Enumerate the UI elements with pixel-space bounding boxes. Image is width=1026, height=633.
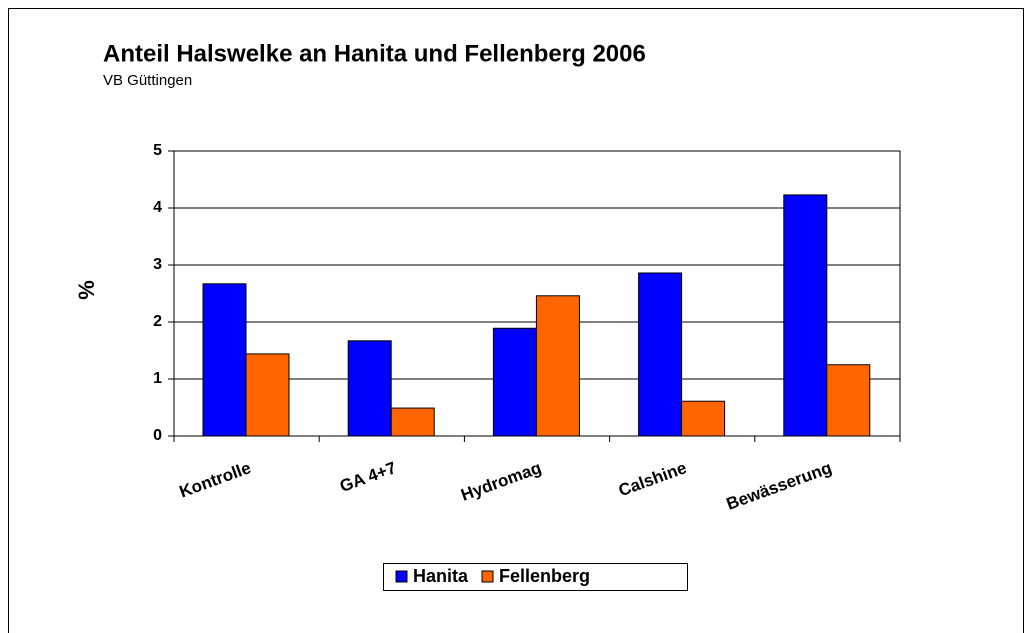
y-tick-label: 1 bbox=[153, 370, 162, 387]
legend-box bbox=[383, 563, 688, 591]
chart-subtitle: VB Güttingen bbox=[103, 72, 192, 89]
bar bbox=[202, 283, 247, 437]
y-tick-label: 2 bbox=[153, 313, 162, 330]
bar bbox=[535, 295, 580, 437]
bar bbox=[492, 327, 537, 437]
legend: Hanita Fellenberg bbox=[383, 563, 688, 591]
bar bbox=[681, 400, 726, 437]
y-tick-label: 0 bbox=[153, 427, 162, 444]
legend-label: Hanita bbox=[413, 566, 469, 586]
y-tick-label: 3 bbox=[153, 256, 162, 273]
y-tick-label: 4 bbox=[153, 199, 162, 216]
legend-swatch bbox=[395, 570, 408, 583]
y-axis-label: % bbox=[74, 280, 99, 300]
bar bbox=[826, 364, 871, 437]
legend-swatch bbox=[481, 570, 494, 583]
chart-title: Anteil Halswelke an Hanita und Fellenber… bbox=[103, 40, 646, 67]
bar bbox=[347, 340, 392, 437]
bar bbox=[245, 353, 290, 437]
bar bbox=[783, 194, 828, 437]
bar bbox=[390, 407, 435, 437]
y-tick-label: 5 bbox=[153, 142, 162, 159]
legend-label: Fellenberg bbox=[499, 566, 590, 586]
bar bbox=[638, 272, 683, 437]
